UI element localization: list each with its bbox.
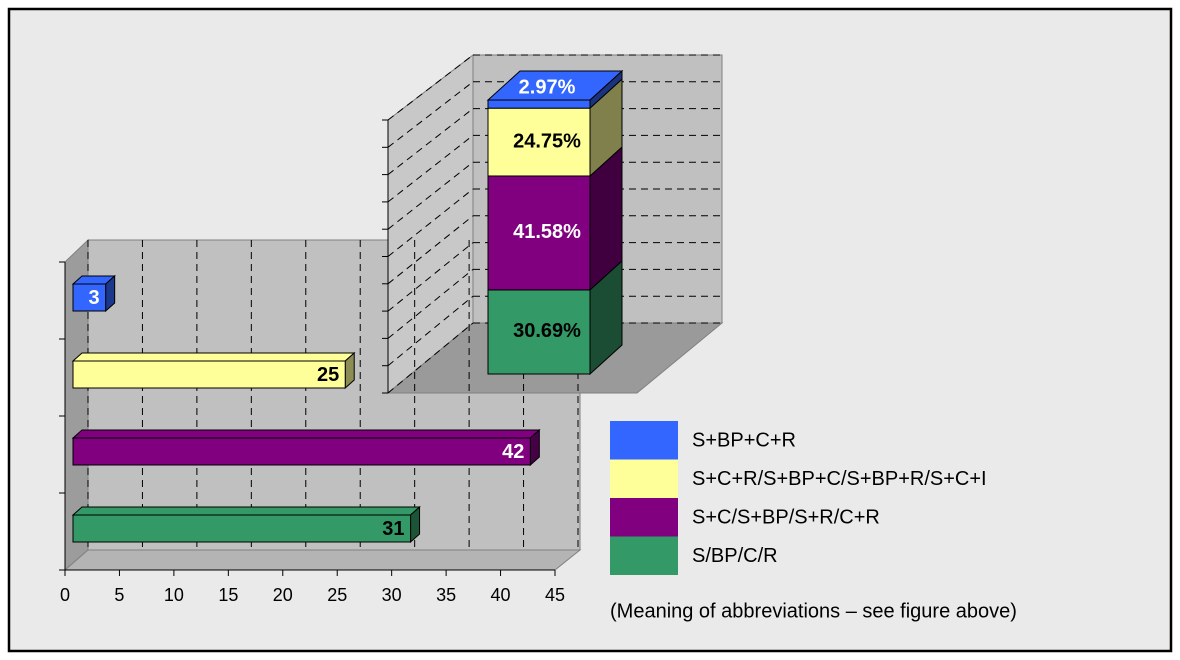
bar (72, 514, 412, 543)
legend-swatch (610, 536, 678, 575)
grid-line (387, 161, 474, 230)
legend-swatch (610, 421, 678, 460)
grid-line (387, 215, 474, 285)
floor (63, 549, 582, 571)
grid-line (387, 54, 474, 121)
value-label: 31 (382, 518, 404, 540)
value-label: 30.69% (513, 320, 581, 342)
x-tick-label: 10 (164, 585, 184, 605)
grid-line (387, 135, 474, 203)
legend-label: S+BP+C+R (692, 429, 796, 451)
bar (72, 283, 107, 312)
column-segment (487, 99, 591, 109)
value-label: 42 (502, 441, 524, 463)
column-segment (487, 107, 591, 177)
legend-label: S+C+R/S+BP+C/S+BP+R/S+C+I (692, 468, 987, 490)
value-label: 24.75% (513, 130, 581, 152)
value-label: 3 (89, 287, 100, 309)
bar (72, 437, 531, 466)
value-label: 25 (317, 364, 339, 386)
x-tick-label: 5 (114, 585, 124, 605)
column-segment (487, 289, 591, 375)
value-label: 41.58% (513, 221, 581, 243)
value-label: 2.97% (519, 76, 576, 98)
grid-line (387, 108, 474, 175)
grid-line (387, 188, 474, 257)
x-tick-label: 20 (273, 585, 293, 605)
grid-line (387, 269, 474, 339)
x-tick-label: 30 (382, 585, 402, 605)
x-tick-label: 40 (491, 585, 511, 605)
legend-swatch (610, 459, 678, 498)
bar (72, 360, 346, 389)
legend-label: S/BP/C/R (692, 545, 778, 567)
x-tick-label: 25 (327, 585, 347, 605)
legend-label: S+C/S+BP/S+R/C+R (692, 506, 880, 528)
x-tick-label: 45 (545, 585, 565, 605)
grid-line (387, 322, 474, 394)
grid-line (387, 295, 474, 367)
x-tick-label: 15 (218, 585, 238, 605)
column-segment (487, 175, 591, 291)
column-top (486, 70, 624, 101)
bar-top (71, 352, 356, 362)
bar-top (71, 506, 421, 516)
x-tick-label: 35 (436, 585, 456, 605)
grid-line (387, 242, 474, 312)
x-tick-label: 0 (60, 585, 70, 605)
bar-top (71, 429, 541, 439)
annotation: (Meaning of abbreviations – see figure a… (610, 600, 1017, 622)
legend-swatch (610, 498, 678, 537)
grid-line (387, 81, 474, 148)
